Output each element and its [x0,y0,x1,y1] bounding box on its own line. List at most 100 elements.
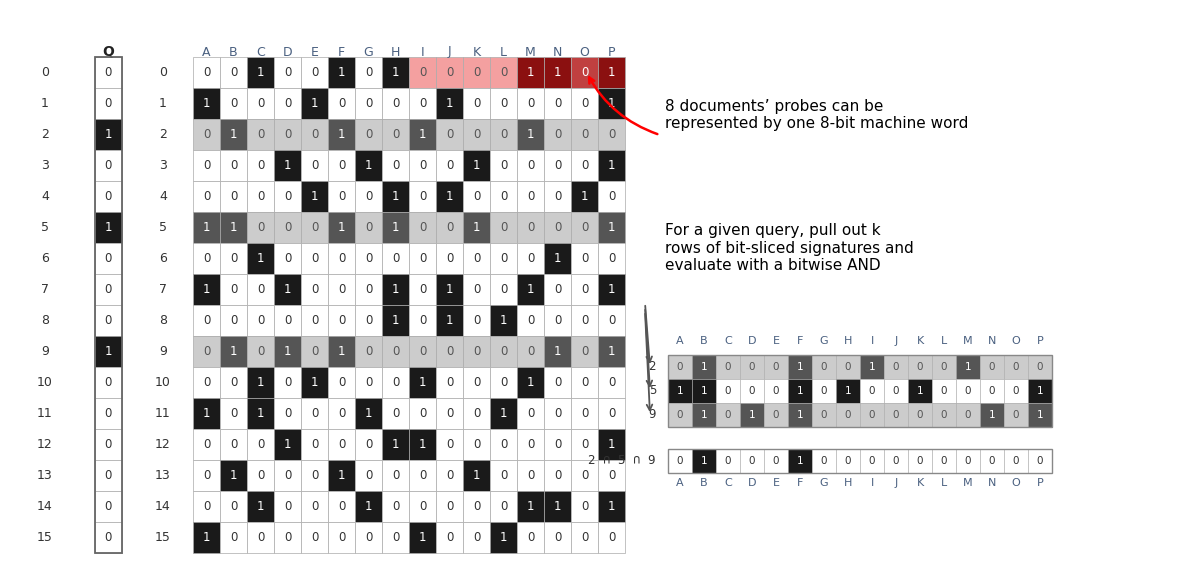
Text: 13: 13 [37,469,53,482]
Text: L: L [941,478,947,488]
Text: H: H [844,336,852,346]
Bar [932,355,956,379]
Bar [193,274,220,305]
Text: J: J [448,45,451,58]
Bar [247,305,274,336]
Text: 1: 1 [965,362,971,372]
Text: 1: 1 [338,66,345,79]
Bar [490,243,517,274]
Bar [220,212,247,243]
Text: 2 ∩ 5 ∩ 9: 2 ∩ 5 ∩ 9 [589,455,656,468]
Text: 0: 0 [473,128,480,141]
Bar [909,355,932,379]
Bar [490,119,517,150]
Bar [436,367,463,398]
Bar [328,212,356,243]
Bar [463,243,490,274]
Bar [409,150,436,181]
Bar [980,355,1004,379]
Text: K: K [917,336,924,346]
Bar [193,150,220,181]
Text: 1: 1 [338,469,345,482]
Bar [571,181,598,212]
Text: 0: 0 [230,159,237,172]
Text: D: D [748,478,757,488]
Text: 0: 0 [257,469,265,482]
Bar [300,181,328,212]
Text: 0: 0 [202,469,211,482]
Text: 0: 0 [104,531,111,544]
Text: 1: 1 [445,190,454,203]
Text: 1: 1 [527,128,534,141]
Text: D: D [282,45,292,58]
Text: 0: 0 [419,66,426,79]
Bar [571,243,598,274]
Bar [463,181,490,212]
Text: 0: 0 [202,190,211,203]
Text: 0: 0 [104,252,111,265]
Bar [409,522,436,553]
Bar [980,403,1004,427]
Text: 0: 0 [581,221,588,234]
Bar [95,367,122,398]
Text: 0: 0 [500,500,508,513]
Bar [543,119,571,150]
Text: 2: 2 [649,360,656,374]
Text: 1: 1 [256,252,265,265]
Text: 0: 0 [500,190,508,203]
Text: D: D [748,336,757,346]
Bar [274,88,300,119]
Text: 0: 0 [338,438,345,451]
Text: 6: 6 [159,252,166,265]
Bar [716,449,740,473]
Bar [716,403,740,427]
Text: 0: 0 [554,469,561,482]
Text: 0: 0 [365,469,372,482]
Text: 0: 0 [724,386,731,396]
Text: 0: 0 [365,376,372,389]
Text: 0: 0 [104,190,111,203]
Text: B: B [229,45,238,58]
Bar [436,243,463,274]
Text: 0: 0 [989,456,995,466]
Text: 0: 0 [608,469,615,482]
Text: 0: 0 [941,362,947,372]
Bar [543,460,571,491]
Text: 0: 0 [989,362,995,372]
Text: 9: 9 [41,345,49,358]
Text: 0: 0 [257,531,265,544]
Bar [980,379,1004,403]
Text: 0: 0 [917,456,923,466]
Text: 0: 0 [554,314,561,327]
Text: 0: 0 [391,159,399,172]
Text: 0: 0 [473,500,480,513]
Bar [1028,355,1052,379]
Text: G: G [364,45,373,58]
Text: 0: 0 [202,128,211,141]
Bar [328,150,356,181]
Text: I: I [870,478,874,488]
Text: 0: 0 [500,128,508,141]
Text: 0: 0 [104,66,111,79]
Bar [463,274,490,305]
Text: 1: 1 [1037,410,1044,420]
Text: 0: 0 [500,221,508,234]
Bar [247,460,274,491]
Text: 0: 0 [257,159,265,172]
Text: 1: 1 [445,283,454,296]
Text: 1: 1 [1037,386,1044,396]
Text: 1: 1 [159,97,166,110]
Text: 0: 0 [41,66,49,79]
Text: 0: 0 [202,500,211,513]
Text: 0: 0 [500,66,508,79]
Text: 0: 0 [419,500,426,513]
Bar [490,522,517,553]
Bar [274,460,300,491]
Text: 0: 0 [202,66,211,79]
Text: 2: 2 [41,128,49,141]
Text: H: H [844,478,852,488]
Bar [274,305,300,336]
Bar [543,398,571,429]
Bar [436,398,463,429]
Text: 1: 1 [419,376,426,389]
